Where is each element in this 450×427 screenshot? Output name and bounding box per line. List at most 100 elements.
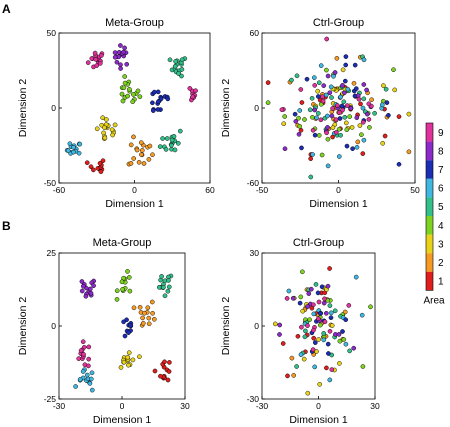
point-area-2 [128, 142, 134, 148]
point-area-9 [315, 316, 321, 322]
scatter-points [73, 269, 174, 393]
point-area-5 [342, 114, 348, 120]
point-area-4 [297, 123, 303, 129]
point-area-8 [282, 146, 288, 152]
point-area-9 [324, 130, 329, 136]
point-area-9 [86, 363, 91, 369]
point-area-2 [151, 316, 157, 322]
point-area-6 [361, 57, 367, 63]
point-area-2 [149, 299, 155, 305]
point-area-1 [158, 373, 163, 379]
point-area-4 [391, 67, 396, 73]
point-area-7 [396, 161, 402, 167]
point-area-7 [328, 315, 334, 321]
point-area-1 [382, 133, 388, 139]
point-area-3 [272, 321, 278, 327]
point-area-4 [122, 80, 128, 86]
point-area-7 [353, 86, 359, 91]
point-area-6 [312, 364, 318, 370]
point-area-7 [128, 323, 133, 328]
point-area-8 [118, 62, 123, 68]
point-area-2 [150, 152, 155, 158]
point-area-9 [94, 63, 100, 68]
point-area-3 [100, 115, 106, 121]
point-area-6 [325, 163, 331, 169]
point-area-5 [347, 348, 352, 354]
point-area-2 [140, 315, 145, 321]
point-area-6 [323, 92, 329, 98]
colorbar-segment-6 [426, 178, 433, 198]
point-area-3 [102, 135, 108, 141]
y-tick-label: 50 [47, 28, 57, 38]
x-tick-label: -30 [53, 401, 66, 411]
point-area-7 [384, 100, 390, 105]
point-area-5 [169, 137, 175, 143]
point-area-3 [340, 67, 346, 73]
y-axis-label: Dimension 2 [220, 297, 232, 356]
point-area-5 [169, 142, 174, 148]
point-area-6 [318, 63, 324, 68]
x-tick-label: 0 [336, 185, 341, 195]
point-area-5 [338, 132, 343, 138]
point-area-1 [324, 365, 329, 371]
point-area-6 [345, 86, 351, 92]
point-area-2 [406, 149, 412, 155]
point-area-6 [336, 154, 342, 159]
point-area-3 [357, 123, 363, 128]
point-area-7 [319, 284, 325, 290]
point-area-5 [307, 107, 313, 113]
point-area-8 [325, 73, 331, 79]
point-area-4 [114, 288, 120, 294]
colorbar-segment-4 [426, 216, 433, 235]
point-area-8 [79, 288, 85, 294]
point-area-8 [306, 291, 312, 296]
point-area-1 [396, 114, 402, 119]
point-area-8 [323, 310, 329, 316]
point-area-1 [88, 164, 94, 170]
point-area-7 [292, 111, 298, 117]
plot-title: Meta-Group [105, 17, 164, 29]
point-area-3 [406, 111, 412, 117]
point-area-5 [315, 111, 321, 116]
point-area-8 [83, 293, 89, 299]
point-area-8 [321, 300, 327, 306]
colorbar-segment-3 [426, 234, 433, 254]
plot-title: Ctrl-Group [313, 17, 364, 29]
point-area-5 [165, 288, 171, 294]
point-area-3 [104, 117, 109, 122]
point-area-9 [284, 296, 290, 301]
point-area-8 [336, 332, 342, 337]
point-area-8 [114, 59, 120, 65]
point-area-5 [341, 99, 347, 105]
point-area-9 [320, 98, 326, 104]
y-tick-label: 0 [51, 103, 56, 113]
point-area-7 [315, 290, 321, 296]
point-area-3 [330, 125, 336, 131]
point-area-9 [80, 339, 86, 345]
point-area-6 [343, 341, 349, 347]
x-axis-label: Dimension 1 [93, 414, 152, 426]
point-area-4 [125, 269, 130, 274]
point-area-4 [341, 337, 347, 342]
point-area-9 [99, 53, 104, 58]
point-area-8 [364, 87, 369, 93]
x-tick-label: 0 [120, 401, 125, 411]
point-area-6 [361, 137, 367, 143]
colorbar-segment-9 [426, 123, 433, 142]
point-area-6 [321, 337, 327, 343]
colorbar-tick-label: 1 [438, 277, 444, 288]
point-area-2 [150, 310, 155, 316]
point-area-5 [171, 134, 177, 139]
point-area-9 [187, 86, 193, 91]
x-axis-label: Dimension 1 [289, 414, 348, 426]
point-area-2 [137, 304, 143, 310]
point-area-8 [296, 131, 302, 137]
point-area-5 [157, 144, 163, 149]
panel-letter-b: B [2, 219, 11, 233]
colorbar-segment-8 [426, 141, 433, 161]
point-area-2 [289, 355, 295, 361]
point-area-5 [160, 284, 166, 290]
point-area-3 [316, 337, 321, 342]
point-area-5 [303, 328, 308, 334]
point-area-2 [138, 140, 144, 145]
